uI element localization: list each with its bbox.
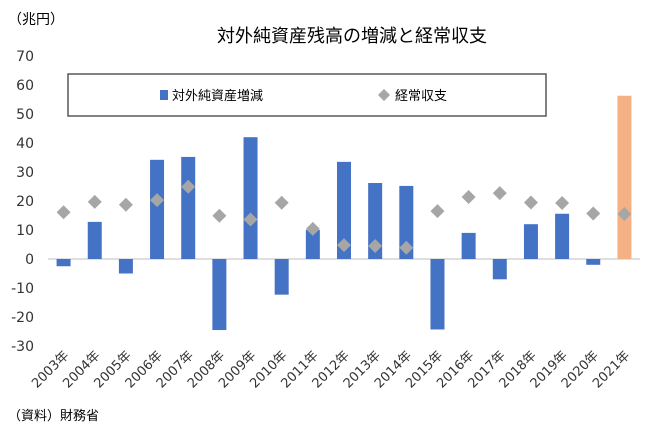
data-point [337,238,351,253]
y-tick-label: -20 [11,310,34,326]
y-axis-ticks: 70 60 50 40 30 20 10 0 -10 -20 -30 [11,49,34,355]
data-point [492,186,507,201]
y-tick-label: 10 [16,223,34,239]
data-point [617,207,632,222]
y-tick-label: -30 [11,339,34,355]
y-tick-label: 40 [16,136,34,152]
data-point [586,206,601,221]
bar-series [56,95,632,331]
bar [274,259,289,295]
bar [212,259,227,331]
bar [150,159,165,259]
data-point [181,179,196,194]
y-axis-unit-label: （兆円） [8,12,64,28]
legend-diamond-swatch [378,89,390,101]
data-point [87,194,102,209]
y-tick-label: 50 [16,107,34,123]
y-tick-label: 60 [16,78,34,94]
bar [399,185,414,259]
bar [461,232,476,259]
y-tick-label: 70 [16,49,34,65]
bar [305,230,320,259]
bar [523,224,538,259]
data-point [150,193,165,208]
scatter-series [56,179,632,255]
bar [337,161,351,259]
data-point [243,212,258,227]
legend-bar-label: 対外純資産増減 [172,88,263,104]
data-point [56,205,71,220]
bar [430,259,445,330]
bar [586,259,601,265]
y-tick-label: -10 [11,281,34,297]
data-point [555,196,570,211]
bar [555,213,570,259]
chart-title: 対外純資産残高の増減と経常収支 [217,26,487,47]
data-point [430,204,445,219]
bar [181,156,196,259]
bar [87,221,102,259]
y-tick-label: 30 [16,165,34,181]
source-note: （資料）財務省 [8,409,99,424]
bar [617,95,632,259]
data-point [461,189,476,204]
legend-bar-swatch [160,90,168,100]
data-point [212,208,227,223]
bar [243,137,258,259]
legend: 対外純資産増減 経常収支 [67,73,547,117]
data-point [305,221,320,236]
data-point [118,197,133,212]
legend-diamond-label: 経常収支 [395,89,447,104]
legend-box [67,73,547,117]
data-point [274,195,289,210]
y-tick-label: 20 [16,194,34,210]
bar [368,183,383,259]
y-tick-label: 0 [25,252,34,268]
bar [492,259,507,280]
bar [56,259,71,267]
x-axis-ticks: 2003年2004年2005年2006年2007年2008年2009年2010年… [29,348,633,391]
data-point [523,195,538,210]
data-point [368,238,383,253]
bar [118,259,133,274]
data-point [399,240,414,255]
